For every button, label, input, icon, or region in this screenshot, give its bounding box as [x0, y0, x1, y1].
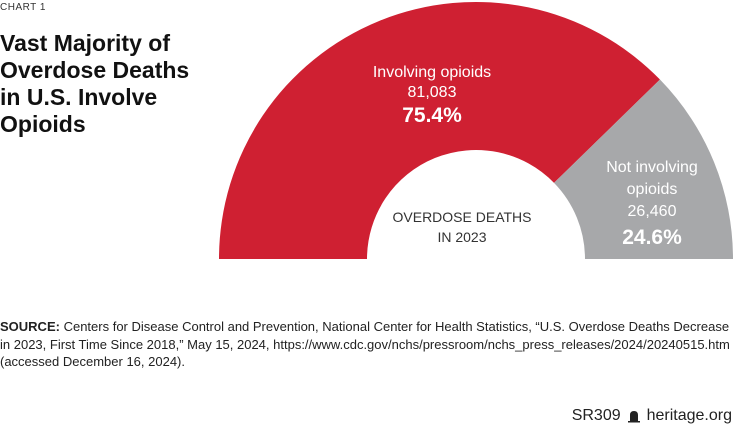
- slice-not-involving-opioids: [554, 79, 733, 259]
- chart-title: Vast Majority of Overdose Deaths in U.S.…: [0, 30, 190, 137]
- heritage-bell-icon: [627, 411, 640, 423]
- slice-involving-opioids: [219, 2, 660, 259]
- slice-name-label: opioids: [627, 181, 678, 198]
- source-note: SOURCE: Centers for Disease Control and …: [0, 318, 734, 371]
- report-id: SR309: [571, 407, 621, 424]
- center-label: OVERDOSE DEATHS: [393, 209, 532, 225]
- slice-name-label: Not involving: [606, 159, 698, 176]
- footer: SR309 heritage.org: [572, 407, 732, 425]
- slice-percent-label: 75.4%: [402, 104, 462, 127]
- slice-value-label: 81,083: [408, 84, 457, 101]
- site-link[interactable]: heritage.org: [646, 407, 732, 424]
- source-label: SOURCE:: [0, 319, 60, 334]
- source-text: Centers for Disease Control and Preventi…: [0, 319, 730, 369]
- slice-value-label: 26,460: [628, 203, 677, 220]
- half-donut-chart: Involving opioids 81,083 75.4% Not involvin…: [219, 2, 733, 259]
- center-label: IN 2023: [437, 229, 486, 245]
- chart-label: CHART 1: [0, 2, 46, 13]
- slice-name-label: Involving opioids: [373, 64, 491, 81]
- slice-percent-label: 24.6%: [622, 226, 682, 249]
